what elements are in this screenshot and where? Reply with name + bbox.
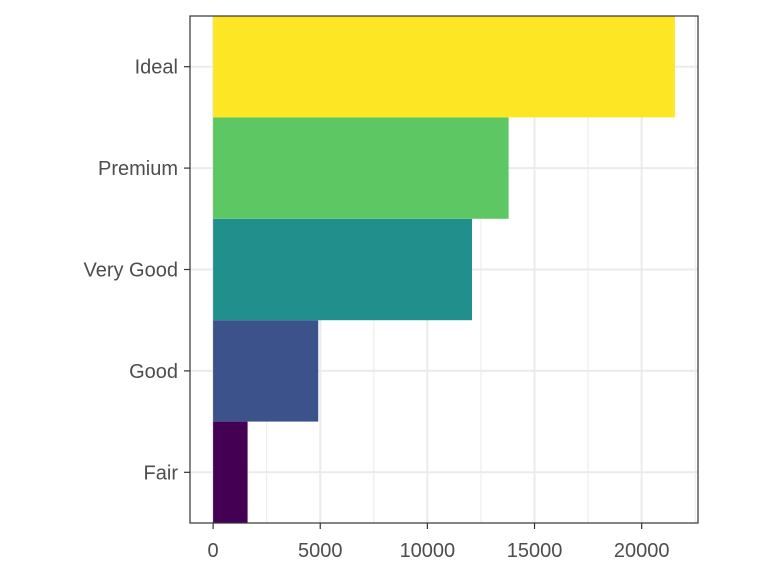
bar-ideal bbox=[213, 16, 675, 118]
x-tick-label: 20000 bbox=[614, 540, 670, 562]
y-axis: Fair Good Very Good Premium Ideal bbox=[83, 57, 190, 484]
y-tick-label: Ideal bbox=[135, 57, 178, 79]
x-tick-label: 5000 bbox=[298, 540, 343, 562]
bar-fair bbox=[213, 421, 248, 523]
bar-very-good bbox=[213, 218, 472, 321]
x-tick-label: 10000 bbox=[400, 540, 456, 562]
bar-premium bbox=[213, 117, 509, 219]
x-tick-label: 15000 bbox=[507, 540, 563, 562]
x-axis: 0 5000 10000 15000 20000 bbox=[208, 523, 670, 562]
y-tick-label: Very Good bbox=[83, 260, 178, 282]
bar-good bbox=[213, 320, 319, 422]
y-tick-label: Good bbox=[129, 361, 178, 383]
bars bbox=[213, 16, 675, 523]
x-tick-label: 0 bbox=[208, 540, 219, 562]
y-tick-label: Fair bbox=[144, 462, 179, 484]
y-tick-label: Premium bbox=[98, 158, 178, 180]
